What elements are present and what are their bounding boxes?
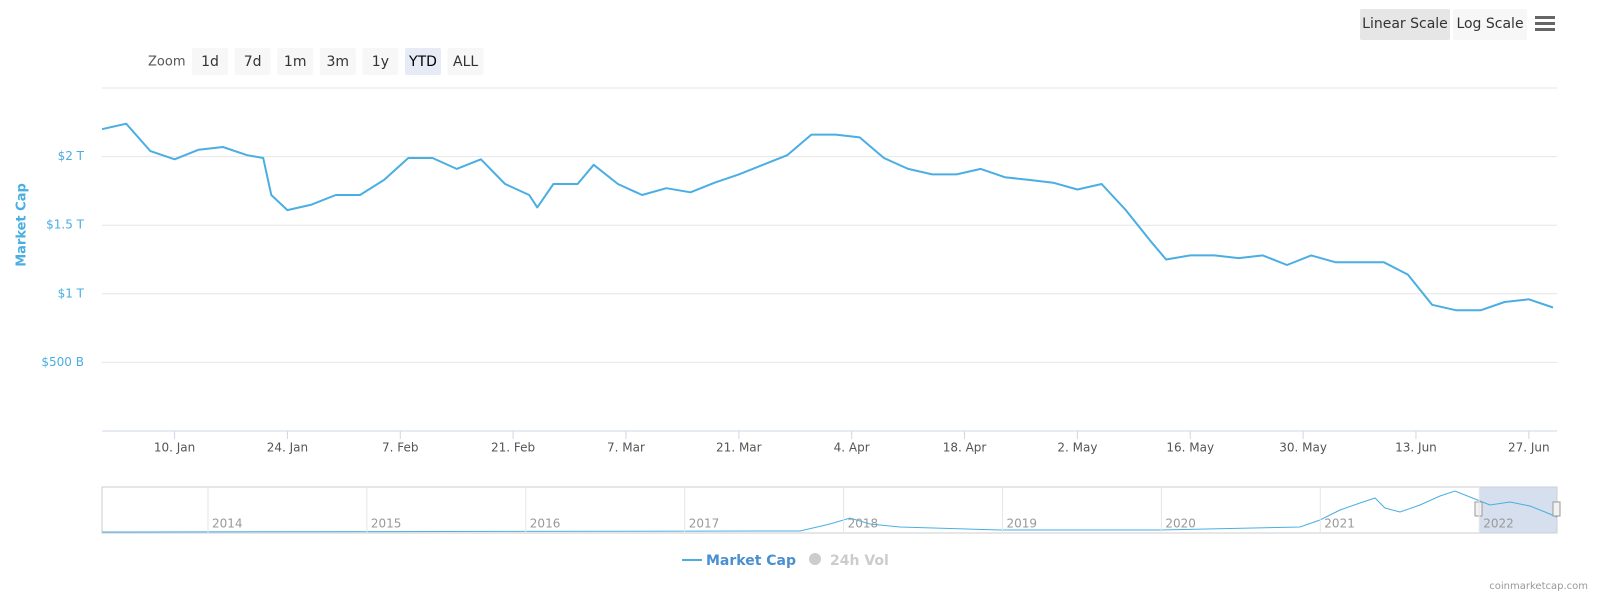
navigator-label: 2017 bbox=[689, 517, 720, 531]
button-label: ALL bbox=[453, 54, 478, 70]
data-line bbox=[101, 122, 1554, 312]
button-label: 1d bbox=[201, 54, 219, 70]
navigator-label: 2016 bbox=[530, 517, 561, 531]
navigator-label: 2020 bbox=[1165, 517, 1196, 531]
button-bg bbox=[1453, 9, 1527, 40]
navigator-line bbox=[101, 490, 1558, 533]
button-label: 3m bbox=[327, 54, 350, 70]
button-bg bbox=[192, 48, 228, 75]
zoom-button[interactable]: YTD bbox=[405, 48, 441, 75]
navigator bbox=[101, 486, 1561, 534]
x-tick-label: 13. Jun bbox=[1395, 441, 1437, 455]
y-tick-label: $2 T bbox=[58, 149, 85, 163]
navigator-label: 2022 bbox=[1483, 517, 1514, 531]
x-tick-label: 30. May bbox=[1279, 441, 1327, 455]
zoom-button[interactable]: 3m bbox=[319, 48, 356, 75]
x-tick-label: 21. Mar bbox=[716, 441, 762, 455]
button-bg bbox=[405, 48, 441, 75]
button-label: Log Scale bbox=[1456, 16, 1523, 32]
navigator-label: 2019 bbox=[1007, 517, 1038, 531]
button-bg bbox=[362, 48, 399, 75]
button-bg bbox=[447, 48, 484, 75]
x-tick-label: 27. Jun bbox=[1508, 441, 1550, 455]
zoom-button[interactable]: 1d bbox=[192, 48, 228, 75]
button-bg bbox=[277, 48, 314, 75]
legend-label[interactable]: Market Cap bbox=[706, 553, 796, 569]
navigator-label: 2021 bbox=[1324, 517, 1355, 531]
credit: coinmarketcap.com bbox=[1489, 581, 1588, 592]
navigator-handle[interactable] bbox=[1474, 501, 1483, 517]
x-tick-label: 7. Mar bbox=[607, 441, 645, 455]
y-tick-label: $1.5 T bbox=[46, 218, 85, 232]
scale-button[interactable]: Linear Scale bbox=[1360, 9, 1450, 40]
zoom-label: Zoom bbox=[148, 55, 185, 70]
button-bg bbox=[1360, 9, 1450, 40]
button-label: Linear Scale bbox=[1362, 16, 1448, 32]
button-label: 7d bbox=[244, 54, 262, 70]
zoom-button[interactable]: 7d bbox=[234, 48, 271, 75]
button-bg bbox=[319, 48, 356, 75]
legend-symbol bbox=[809, 553, 821, 565]
zoom-button[interactable]: ALL bbox=[447, 48, 484, 75]
menu-bar bbox=[1535, 28, 1555, 31]
y-axis-title: Market Cap bbox=[15, 183, 30, 267]
x-tick-label: 21. Feb bbox=[491, 441, 535, 455]
y-tick-label: $1 T bbox=[58, 286, 85, 300]
menu-bar bbox=[1535, 22, 1555, 25]
button-label: 1m bbox=[284, 54, 307, 70]
y-tick-label: $500 B bbox=[41, 355, 84, 369]
button-label: 1y bbox=[372, 54, 389, 70]
navigator-selection[interactable] bbox=[1479, 487, 1557, 533]
button-bg bbox=[234, 48, 271, 75]
navigator-handle[interactable] bbox=[1552, 501, 1561, 517]
navigator-label: 2018 bbox=[848, 517, 879, 531]
navigator-label: 2015 bbox=[371, 517, 402, 531]
x-tick-label: 2. May bbox=[1057, 441, 1097, 455]
button-label: YTD bbox=[408, 54, 437, 70]
zoom-button[interactable]: 1m bbox=[277, 48, 314, 75]
navigator-label: 2014 bbox=[212, 517, 243, 531]
x-tick-label: 18. Apr bbox=[943, 441, 987, 455]
x-tick-label: 16. May bbox=[1166, 441, 1214, 455]
menu-icon[interactable] bbox=[1535, 16, 1555, 31]
x-tick-label: 4. Apr bbox=[834, 441, 870, 455]
zoom-button[interactable]: 1y bbox=[362, 48, 399, 75]
legend-label[interactable]: 24h Vol bbox=[830, 553, 889, 569]
x-tick-label: 7. Feb bbox=[382, 441, 419, 455]
x-tick-label: 10. Jan bbox=[154, 441, 195, 455]
menu-bar bbox=[1535, 16, 1555, 19]
x-tick-label: 24. Jan bbox=[267, 441, 308, 455]
scale-button[interactable]: Log Scale bbox=[1453, 9, 1527, 40]
